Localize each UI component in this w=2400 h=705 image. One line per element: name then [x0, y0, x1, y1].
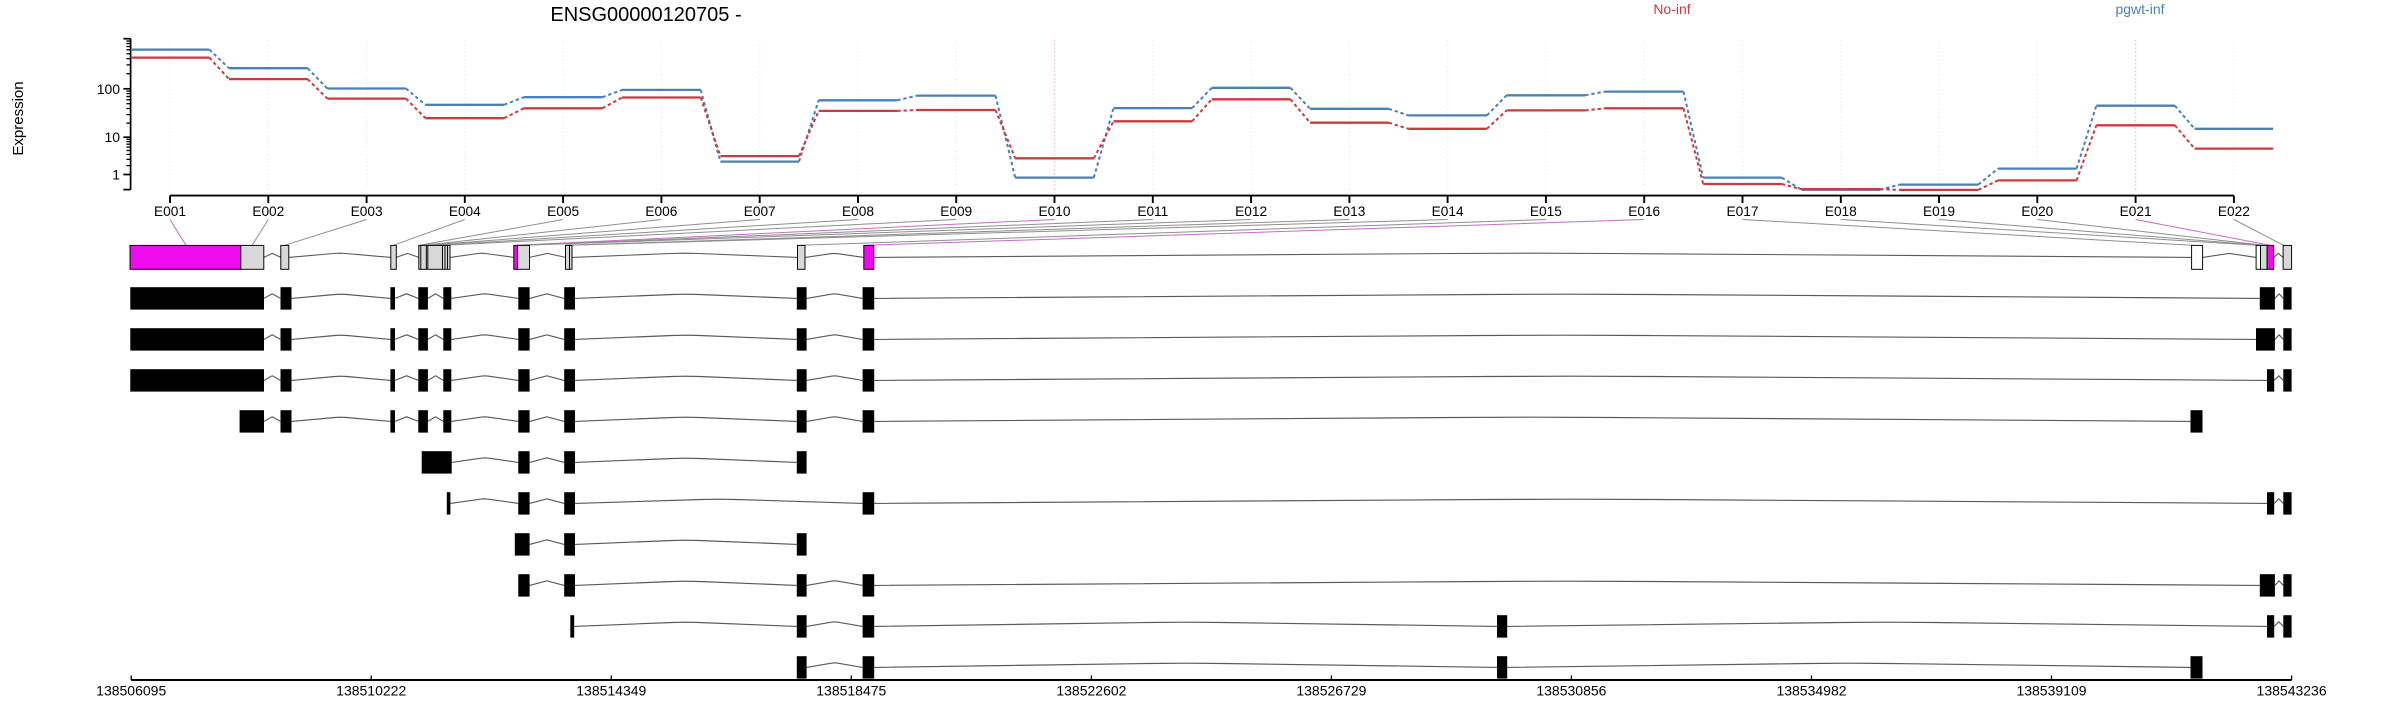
svg-text:E004: E004	[449, 204, 481, 219]
svg-text:E019: E019	[1923, 204, 1955, 219]
svg-text:E009: E009	[940, 204, 972, 219]
svg-text:E008: E008	[842, 204, 874, 219]
svg-text:138514349: 138514349	[576, 683, 646, 699]
svg-text:E001: E001	[154, 204, 186, 219]
svg-text:10: 10	[105, 129, 121, 145]
svg-text:1: 1	[112, 167, 120, 183]
svg-text:138510222: 138510222	[336, 683, 406, 699]
svg-text:138518475: 138518475	[816, 683, 886, 699]
svg-text:E021: E021	[2120, 204, 2152, 219]
svg-text:E002: E002	[252, 204, 284, 219]
svg-text:Expression: Expression	[10, 81, 27, 155]
svg-text:138530856: 138530856	[1536, 683, 1606, 699]
svg-text:E015: E015	[1530, 204, 1562, 219]
svg-text:No-inf: No-inf	[1653, 1, 1690, 17]
svg-text:138539109: 138539109	[2016, 683, 2086, 699]
svg-text:E022: E022	[2218, 204, 2250, 219]
svg-text:E005: E005	[547, 204, 579, 219]
svg-text:E010: E010	[1039, 204, 1071, 219]
svg-text:E018: E018	[1825, 204, 1857, 219]
svg-text:138522602: 138522602	[1056, 683, 1126, 699]
svg-text:138534982: 138534982	[1776, 683, 1846, 699]
svg-text:E006: E006	[645, 204, 677, 219]
svg-text:ENSG00000120705 -: ENSG00000120705 -	[550, 4, 741, 26]
svg-text:pgwt-inf: pgwt-inf	[2115, 1, 2164, 17]
svg-text:138506095: 138506095	[96, 683, 166, 699]
svg-text:E011: E011	[1137, 204, 1168, 219]
svg-text:138526729: 138526729	[1296, 683, 1366, 699]
svg-text:E014: E014	[1432, 204, 1464, 219]
svg-text:E020: E020	[2021, 204, 2053, 219]
svg-text:138543236: 138543236	[2257, 683, 2327, 699]
svg-text:E007: E007	[744, 204, 776, 219]
svg-text:100: 100	[97, 81, 121, 97]
svg-text:E012: E012	[1235, 204, 1267, 219]
svg-text:E017: E017	[1727, 204, 1759, 219]
svg-text:E013: E013	[1333, 204, 1365, 219]
svg-text:E003: E003	[351, 204, 383, 219]
svg-text:E016: E016	[1628, 204, 1660, 219]
